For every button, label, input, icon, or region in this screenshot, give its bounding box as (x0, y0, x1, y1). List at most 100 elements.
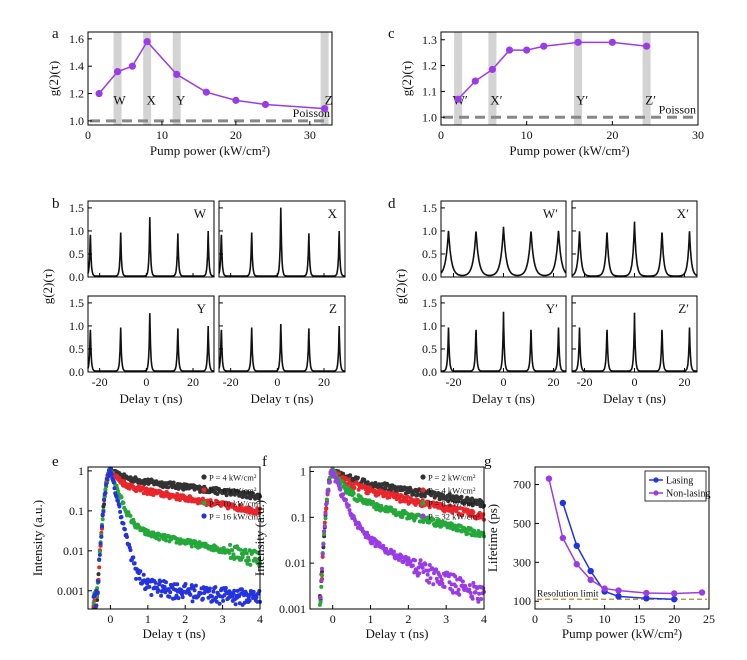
data-point (460, 513, 465, 518)
data-point (643, 42, 651, 50)
x-tick-label: 10 (521, 128, 533, 142)
x-tick-label: 1 (145, 612, 151, 626)
x-tick-label: 0 (501, 375, 507, 389)
data-point (439, 577, 444, 582)
data-point (373, 480, 378, 485)
subplot-label: Y′ (546, 301, 558, 316)
x-tick-label: 1 (368, 612, 374, 626)
data-point (324, 501, 329, 506)
panel-g: Resolution limit Lasing Non-lasing 0 5 10 15 20… (484, 454, 715, 641)
data-point (172, 582, 177, 587)
data-point (371, 500, 376, 505)
data-point (111, 480, 116, 485)
data-point (342, 483, 347, 488)
y-tick-label: 1.5 (422, 201, 437, 215)
legend-label: P = 32 kW/cm² (428, 512, 480, 522)
data-point (465, 531, 470, 536)
y-axis-label: g(2)(τ) (46, 61, 61, 97)
data-point (164, 538, 168, 543)
data-point (352, 485, 357, 490)
panel-f: P = 2 kW/cm² P = 4 kW/cm² P = 8 kW/cm² P = … (252, 454, 487, 641)
y-tick-label: 700 (513, 478, 531, 492)
y-tick-label: 1.5 (69, 201, 84, 215)
data-point (119, 495, 124, 500)
data-point (117, 504, 122, 509)
poisson-label: Poisson (293, 106, 330, 120)
data-point (459, 494, 464, 499)
data-point (254, 595, 259, 600)
data-point (102, 497, 107, 502)
highlight-band (454, 32, 463, 125)
data-point (671, 590, 678, 597)
data-point (167, 594, 172, 599)
subplot-b-0: 0.0 0.5 1.0 1.5 W (69, 200, 215, 284)
data-point (105, 477, 110, 482)
data-point (362, 477, 367, 482)
data-point (573, 561, 580, 568)
data-point (473, 590, 478, 595)
y-tick-label: 1.5 (422, 296, 437, 310)
data-point (102, 502, 107, 507)
data-point (397, 496, 402, 501)
x-tick-label: 0 (85, 128, 91, 142)
subplot-label: W′ (543, 206, 558, 221)
x-tick-label: 0 (274, 375, 280, 389)
data-point (423, 562, 428, 567)
data-point (171, 480, 176, 485)
y-tick-label: 1.0 (422, 319, 437, 333)
x-tick-label: 0 (532, 612, 538, 626)
data-point (251, 589, 256, 594)
legend-label: P = 4 kW/cm² (428, 486, 476, 496)
data-point (164, 580, 168, 585)
y-axis-label: g(2)(τ) (393, 269, 408, 305)
data-point (221, 598, 226, 603)
data-point (157, 537, 162, 542)
data-point (158, 579, 163, 584)
x-tick-label: 0 (107, 612, 113, 626)
data-point (488, 65, 496, 74)
y-tick-label: 0.5 (69, 247, 84, 261)
data-point (470, 496, 474, 501)
x-axis-label: Delay τ (ns) (251, 391, 314, 406)
data-point (132, 520, 136, 525)
x-axis-label: Pump power (kW/cm²) (509, 143, 629, 158)
legend-label: P = 4 kW/cm² (209, 473, 257, 483)
data-point (166, 587, 171, 592)
data-point (413, 558, 417, 563)
data-point (143, 37, 151, 46)
y-tick-label: 0.5 (69, 342, 84, 356)
x-tick-label: 5 (567, 612, 573, 626)
x-tick-label: 0 (330, 612, 336, 626)
data-point (410, 563, 415, 568)
data-point (324, 506, 329, 511)
histogram-trace (87, 217, 214, 277)
data-point (351, 491, 356, 496)
data-point (329, 468, 334, 473)
x-tick-label: 4 (481, 612, 487, 626)
band-label: X′ (490, 93, 502, 108)
panel-label: e (52, 454, 59, 470)
data-point (540, 42, 548, 50)
y-tick-label: 1.0 (69, 319, 84, 333)
data-point (128, 548, 133, 553)
data-point (247, 598, 252, 603)
data-point (400, 515, 405, 519)
data-point (101, 509, 106, 514)
data-point (573, 542, 580, 549)
legend-label: P = 2 kW/cm² (428, 473, 476, 483)
subplot-label: W (194, 206, 207, 221)
y-tick-label: 300 (513, 555, 531, 569)
data-point (103, 490, 108, 495)
y-tick-label: 0.1 (291, 510, 306, 524)
data-point (193, 583, 198, 588)
data-point (255, 599, 260, 604)
data-point (321, 104, 329, 113)
legend-marker (420, 487, 426, 493)
x-tick-label: 25 (703, 612, 715, 626)
y-tick-label: 1.0 (422, 110, 437, 124)
legend-label: P = 8 kW/cm² (428, 499, 476, 509)
subplot-label: Z (329, 301, 337, 316)
data-point (162, 584, 167, 589)
data-point (228, 542, 233, 547)
data-point (327, 480, 332, 485)
